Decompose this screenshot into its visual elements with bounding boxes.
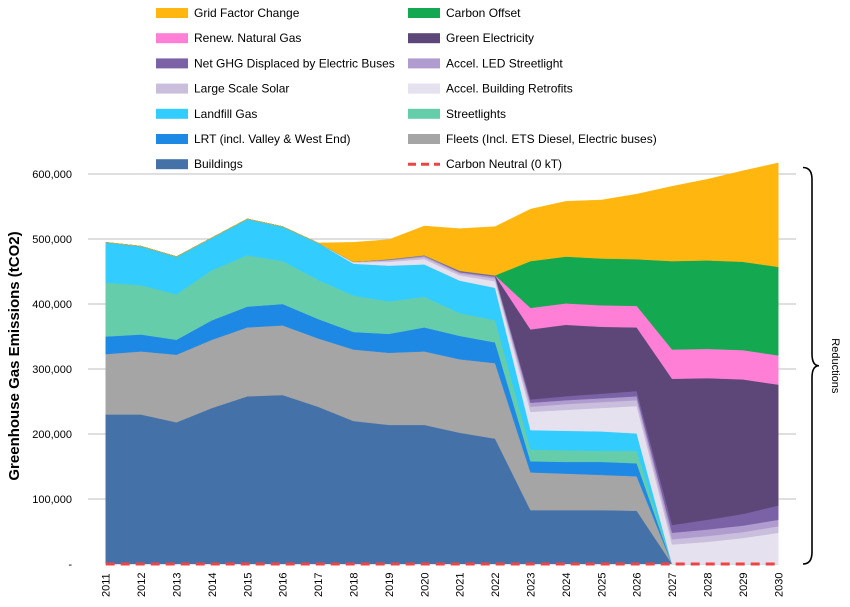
legend-label-streetlights: Streetlights <box>446 107 506 121</box>
legend-label-large-scale-solar: Large Scale Solar <box>194 82 289 96</box>
legend-swatch-grid-factor-change <box>156 8 188 18</box>
legend-label-green-electricity: Green Electricity <box>446 31 534 45</box>
x-tick-label: 2023 <box>526 573 538 597</box>
reductions-brace <box>802 166 820 565</box>
x-tick-label: 2017 <box>313 573 325 597</box>
x-tick-label: 2029 <box>738 573 750 597</box>
legend-label-accel-led-streetlight: Accel. LED Streetlight <box>446 56 563 70</box>
x-tick-label: 2012 <box>136 573 148 597</box>
y-tick-label: 200,000 <box>32 429 72 441</box>
y-tick-label: - <box>68 559 72 571</box>
legend-swatch-fleets-incl-ets-diesel-electric-buses <box>408 134 440 144</box>
y-tick-label: 400,000 <box>32 299 72 311</box>
x-tick-label: 2021 <box>455 573 467 597</box>
legend-swatch-green-electricity <box>408 33 440 44</box>
y-axis-title: Greenhouse Gas Emissions (tCO2) <box>6 231 23 480</box>
x-tick-label: 2011 <box>101 573 113 597</box>
y-tick-label: 100,000 <box>32 494 72 506</box>
legend-label-lrt-incl-valley-west-end: LRT (incl. Valley & West End) <box>194 132 351 146</box>
y-tick-label: 500,000 <box>32 234 72 246</box>
y-tick-label: 300,000 <box>32 364 72 376</box>
legend-swatch-landfill-gas <box>156 108 188 119</box>
reductions-label: Reductions <box>829 338 841 394</box>
x-tick-label: 2013 <box>172 573 184 597</box>
x-tick-label: 2030 <box>773 573 785 597</box>
legend-swatch-lrt-incl-valley-west-end <box>156 134 188 144</box>
stacked-areas <box>105 162 779 565</box>
legend-label-grid-factor-change: Grid Factor Change <box>194 6 300 20</box>
legend-label-carbon-neutral-0-kt: Carbon Neutral (0 kT) <box>446 157 562 171</box>
y-axis: - 100,000 200,000 300,000 400,000 500,000 600,… <box>32 169 72 571</box>
x-tick-label: 2018 <box>349 573 361 597</box>
legend-label-landfill-gas: Landfill Gas <box>194 107 257 121</box>
legend: Grid Factor Change Carbon Offset Renew. Na… <box>156 6 657 171</box>
legend-swatch-carbon-offset <box>408 8 440 18</box>
x-axis: 2011 2012 2013 2014 2015 2016 2017 2018 2019 2020… <box>101 573 786 597</box>
x-tick-label: 2016 <box>278 573 290 597</box>
legend-label-net-ghg-displaced-by-electric-buses: Net GHG Displaced by Electric Buses <box>194 56 395 70</box>
legend-swatch-streetlights <box>408 108 440 119</box>
legend-label-carbon-offset: Carbon Offset <box>446 6 521 20</box>
x-tick-label: 2026 <box>632 573 644 597</box>
area-grid-factor-change <box>105 162 779 276</box>
legend-swatch-accel-led-streetlight <box>408 58 440 69</box>
legend-swatch-net-ghg-displaced-by-electric-buses <box>156 58 188 69</box>
x-tick-label: 2025 <box>596 573 608 597</box>
x-tick-label: 2014 <box>207 573 219 597</box>
legend-swatch-buildings <box>156 159 188 170</box>
y-tick-label: 600,000 <box>32 169 72 181</box>
legend-label-accel-building-retrofits: Accel. Building Retrofits <box>446 82 573 96</box>
legend-swatch-large-scale-solar <box>156 83 188 94</box>
annotations: Reductions <box>802 166 841 565</box>
legend-label-renew-natural-gas: Renew. Natural Gas <box>194 31 301 45</box>
legend-swatch-accel-building-retrofits <box>408 83 440 94</box>
x-tick-label: 2024 <box>561 573 573 597</box>
x-tick-label: 2027 <box>667 573 679 597</box>
legend-label-fleets-incl-ets-diesel-electric-buses: Fleets (Incl. ETS Diesel, Electric buses… <box>446 132 657 146</box>
legend-label-buildings: Buildings <box>194 157 243 171</box>
legend-swatch-renew-natural-gas <box>156 33 188 44</box>
x-tick-label: 2019 <box>384 573 396 597</box>
x-tick-label: 2028 <box>703 573 715 597</box>
x-tick-label: 2020 <box>419 573 431 597</box>
x-tick-label: 2015 <box>242 573 254 597</box>
x-tick-label: 2022 <box>490 573 502 597</box>
